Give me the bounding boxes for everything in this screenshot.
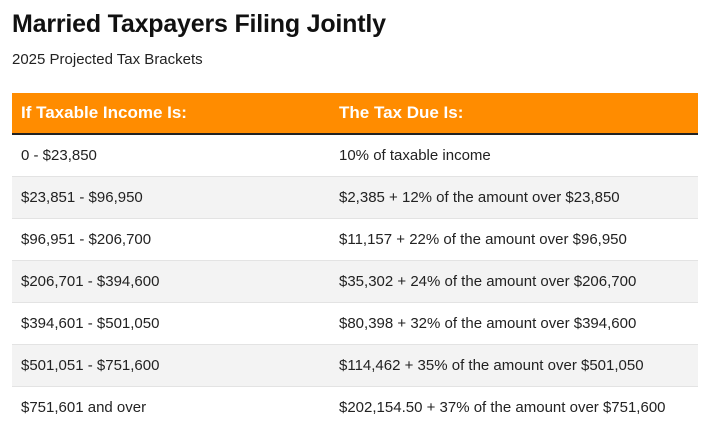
table-row: $394,601 - $501,050 $80,398 + 32% of the… xyxy=(12,302,698,345)
income-range-cell: $96,951 - $206,700 xyxy=(12,218,330,261)
table-row: $96,951 - $206,700 $11,157 + 22% of the … xyxy=(12,218,698,261)
table-row: $751,601 and over $202,154.50 + 37% of t… xyxy=(12,387,698,429)
income-range-cell: $394,601 - $501,050 xyxy=(12,302,330,345)
page-title: Married Taxpayers Filing Jointly xyxy=(12,10,386,38)
tax-brackets-table: If Taxable Income Is: The Tax Due Is: 0 … xyxy=(12,93,698,428)
table-body: 0 - $23,850 10% of taxable income $23,85… xyxy=(12,134,698,428)
table-row: 0 - $23,850 10% of taxable income xyxy=(12,134,698,177)
column-header-taxable-income: If Taxable Income Is: xyxy=(12,93,330,135)
column-header-tax-due: The Tax Due Is: xyxy=(330,93,698,135)
income-range-cell: $206,701 - $394,600 xyxy=(12,260,330,303)
table-row: $501,051 - $751,600 $114,462 + 35% of th… xyxy=(12,344,698,387)
tax-due-cell: $80,398 + 32% of the amount over $394,60… xyxy=(330,302,698,345)
tax-due-cell: $35,302 + 24% of the amount over $206,70… xyxy=(330,260,698,303)
tax-due-cell: $11,157 + 22% of the amount over $96,950 xyxy=(330,218,698,261)
income-range-cell: $751,601 and over xyxy=(21,399,147,416)
table-header: If Taxable Income Is: The Tax Due Is: xyxy=(12,93,698,135)
tax-due-cell: $114,462 + 35% of the amount over $501,0… xyxy=(330,344,698,387)
page-subtitle: 2025 Projected Tax Brackets xyxy=(12,51,203,68)
tax-due-cell: 10% of taxable income xyxy=(330,134,698,177)
header-row: If Taxable Income Is: The Tax Due Is: xyxy=(12,93,698,135)
income-range-cell: $23,851 - $96,950 xyxy=(12,176,330,219)
tax-due-cell: $2,385 + 12% of the amount over $23,850 xyxy=(330,176,698,219)
tax-due-cell: $202,154.50 + 37% of the amount over $75… xyxy=(339,399,666,416)
income-range-cell: $501,051 - $751,600 xyxy=(12,344,330,387)
table-row: $206,701 - $394,600 $35,302 + 24% of the… xyxy=(12,260,698,303)
income-range-cell: 0 - $23,850 xyxy=(12,134,330,177)
table-row: $23,851 - $96,950 $2,385 + 12% of the am… xyxy=(12,176,698,219)
